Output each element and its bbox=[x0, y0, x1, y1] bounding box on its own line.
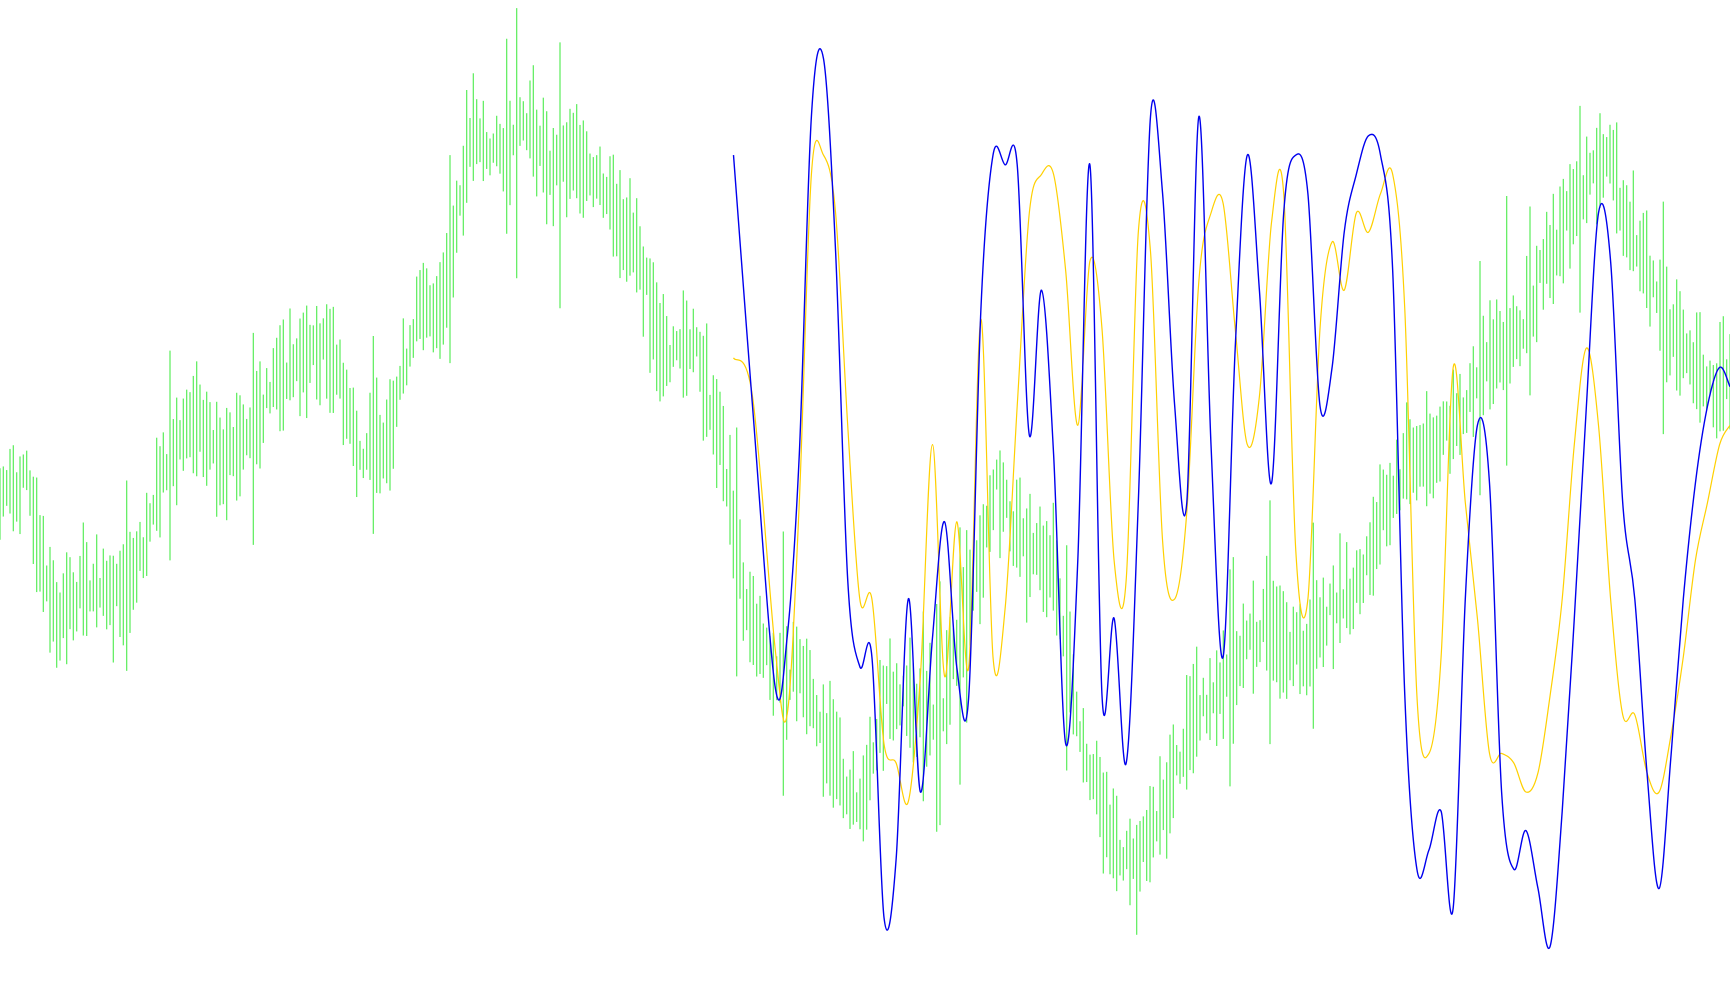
slow-indicator-line bbox=[732, 48, 1730, 950]
indicator-lines-layer bbox=[732, 48, 1730, 950]
fast-indicator-line bbox=[732, 140, 1730, 806]
